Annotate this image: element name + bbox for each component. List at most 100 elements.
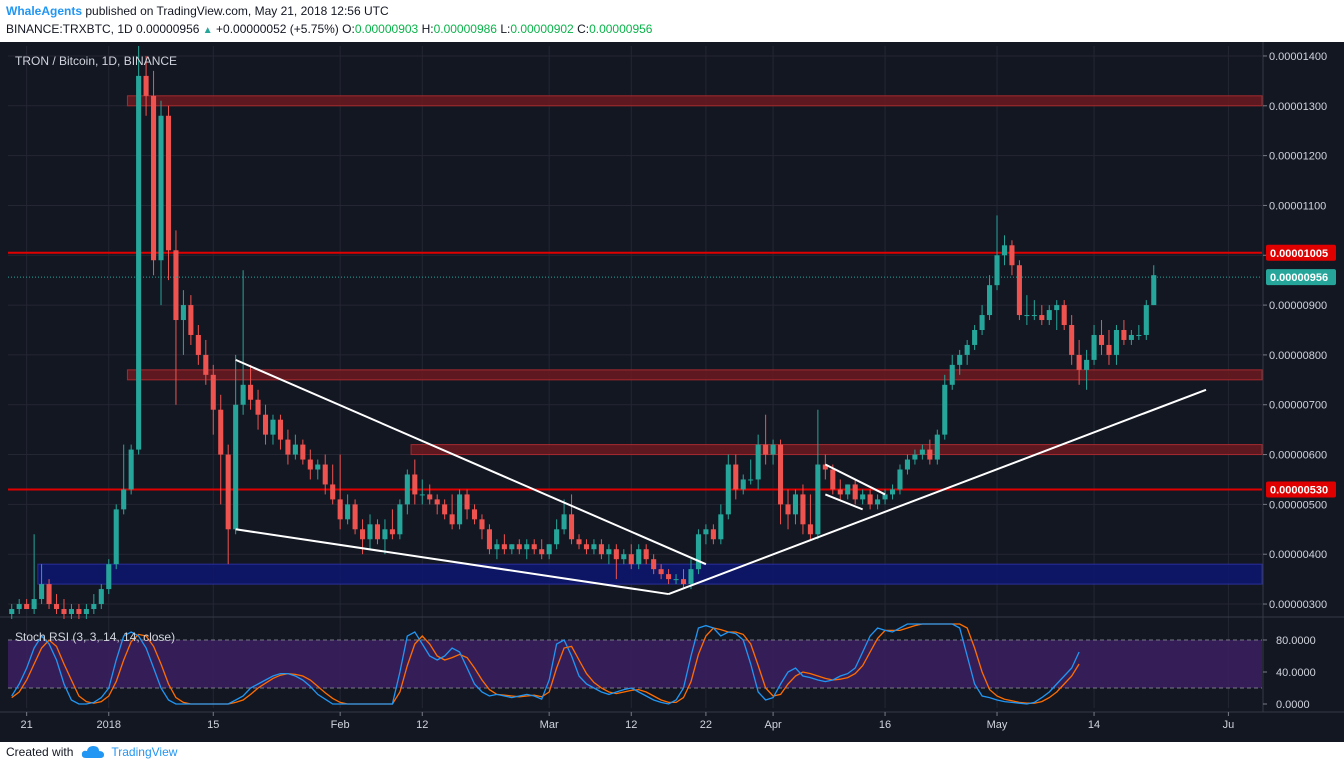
time-tick-label: 21 — [21, 719, 33, 731]
candle-up — [949, 364, 955, 385]
candle-down — [195, 334, 201, 355]
close-label: C: — [577, 22, 590, 36]
time-axis[interactable]: 21 2018 15 Feb 12 Mar 12 22 Apr 16 May 14 Ju — [21, 712, 1235, 731]
published-text: published on TradingView.com, May 21, 20… — [85, 4, 389, 18]
candle-down — [837, 489, 843, 495]
candle-up — [889, 489, 896, 495]
candle-down — [389, 529, 395, 535]
time-tick-label: 12 — [416, 719, 428, 731]
candle-up — [636, 549, 642, 565]
candle-up — [897, 469, 903, 490]
candle-down — [658, 569, 664, 575]
candle-down — [822, 464, 828, 470]
candle-up — [703, 529, 709, 535]
candle-up — [367, 524, 373, 540]
ohlc-line: BINANCE:TRXBTC, 1D 0.00000956 ▲ +0.00000… — [6, 22, 652, 36]
price-tick-label: 0.00000800 — [1269, 350, 1327, 362]
time-tick-label: Ju — [1223, 719, 1235, 731]
candle-up — [524, 544, 530, 550]
candle-down — [613, 549, 619, 560]
chart-canvas[interactable]: 0.00000300 0.00000400 0.00000500 0.00000600… — [0, 42, 1344, 742]
stoch-band — [8, 640, 1262, 688]
candle-up — [748, 479, 754, 481]
candle-down — [733, 464, 739, 490]
candle-up — [934, 434, 940, 460]
publish-line: WhaleAgents published on TradingView.com… — [6, 4, 389, 18]
candle-down — [464, 494, 470, 510]
price-tick-label: 0.00001100 — [1269, 200, 1326, 212]
candle-up — [113, 509, 119, 565]
candle-up — [240, 384, 246, 405]
candle-down — [651, 559, 657, 570]
candle-up — [972, 330, 978, 345]
candle-down — [262, 414, 269, 435]
candle-up — [942, 384, 948, 435]
candle-up — [1113, 330, 1119, 355]
candle-up — [128, 449, 134, 490]
candle-down — [830, 469, 836, 490]
price-change: +0.00000052 (+5.75%) — [216, 22, 339, 36]
candle-up — [1031, 315, 1037, 317]
trendline — [668, 388, 1207, 596]
candle-down — [210, 374, 216, 410]
price-labels: 0.00001005 0.00000956 0.00000530 — [1266, 244, 1336, 498]
candle-down — [427, 494, 433, 500]
price-tick-label: 0.00000300 — [1269, 599, 1327, 611]
candle-down — [449, 514, 455, 525]
candles — [9, 46, 1157, 619]
price-tick-label: 0.00000400 — [1269, 549, 1327, 561]
time-tick-label: 14 — [1088, 719, 1100, 731]
candle-down — [867, 494, 873, 505]
time-tick-label: May — [987, 719, 1008, 731]
candle-up — [292, 444, 298, 455]
candle-up — [106, 564, 112, 590]
candle-up — [792, 494, 799, 515]
candle-down — [643, 549, 649, 560]
candle-down — [277, 419, 283, 440]
candle-down — [583, 544, 590, 550]
candle-down — [24, 604, 30, 610]
candle-up — [718, 514, 724, 540]
candle-down — [1076, 354, 1082, 370]
candle-down — [46, 584, 52, 605]
candle-down — [248, 384, 254, 400]
candle-down — [352, 504, 358, 530]
candle-up — [16, 604, 22, 610]
candle-up — [740, 479, 746, 490]
price-label-text: 0.00000530 — [1270, 484, 1328, 496]
candle-down — [61, 609, 67, 614]
trendline — [235, 528, 669, 596]
candle-up — [912, 454, 918, 460]
candle-up — [136, 75, 142, 450]
candle-up — [1001, 245, 1008, 256]
price-label-box — [1266, 481, 1336, 498]
candle-down — [539, 549, 545, 555]
candle-down — [173, 250, 179, 321]
candle-up — [158, 115, 164, 261]
candle-down — [225, 454, 231, 530]
candle-down — [927, 449, 933, 460]
candle-down — [1069, 325, 1075, 355]
candle-up — [1054, 305, 1060, 311]
candle-up — [233, 404, 239, 530]
candle-up — [121, 489, 127, 510]
stoch-rsi-pane[interactable]: 80.0000 40.0000 0.0000 — [8, 623, 1316, 711]
candle-down — [807, 524, 813, 535]
candle-up — [494, 544, 500, 550]
tradingview-logo[interactable]: TradingView — [81, 745, 177, 759]
time-tick-label: Apr — [765, 719, 782, 731]
candle-up — [270, 419, 276, 435]
candle-up — [1143, 305, 1149, 335]
candle-up — [546, 544, 552, 555]
candle-down — [1106, 344, 1112, 355]
publisher-name[interactable]: WhaleAgents — [6, 4, 83, 18]
candle-up — [68, 609, 74, 614]
candle-down — [569, 514, 575, 540]
candle-down — [285, 439, 291, 455]
candle-up — [591, 544, 597, 550]
candle-down — [1121, 330, 1127, 340]
candle-down — [1016, 265, 1022, 316]
price-tick-label: 0.00000600 — [1269, 450, 1327, 462]
candle-down — [53, 604, 60, 610]
candle-down — [763, 444, 769, 455]
